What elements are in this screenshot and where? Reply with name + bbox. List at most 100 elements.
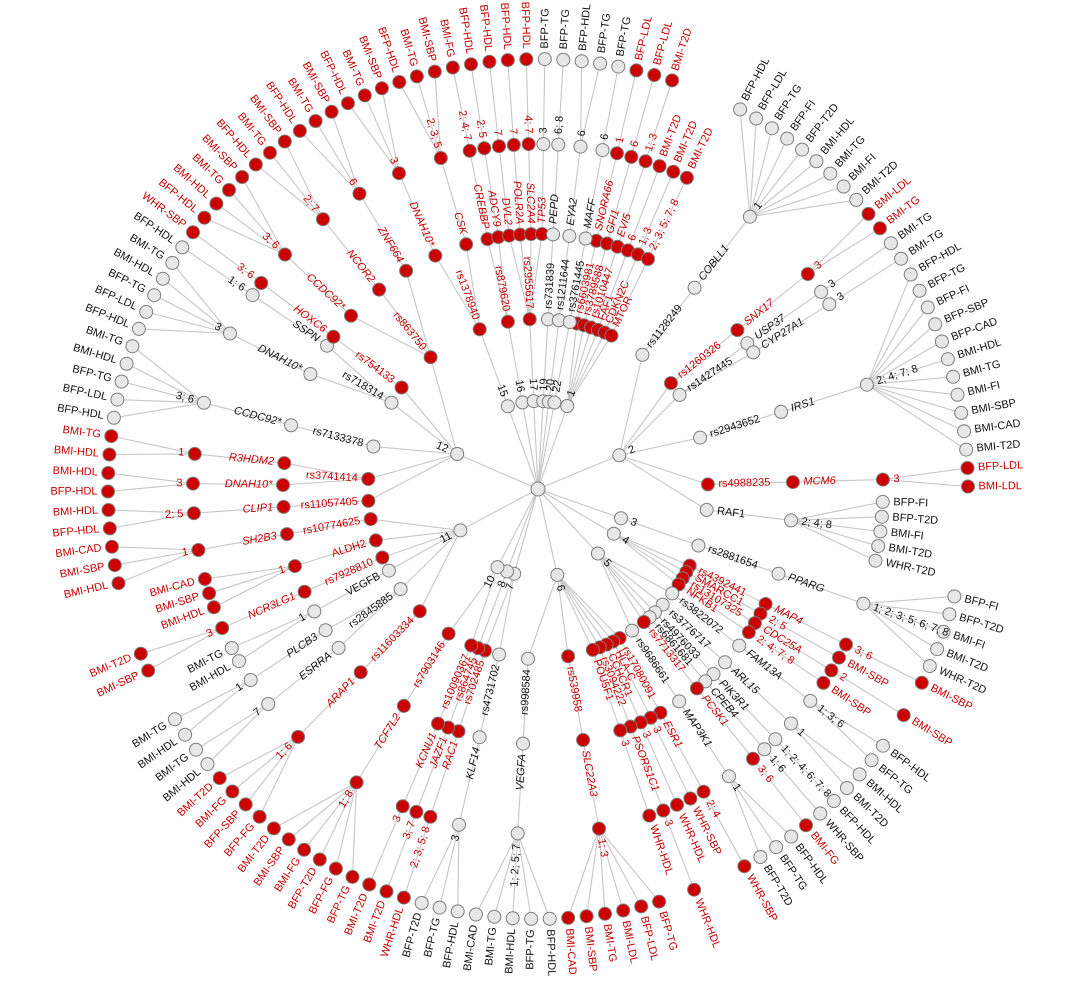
tree-edge — [335, 782, 358, 869]
tree-edge — [568, 146, 582, 236]
leaf-node — [816, 675, 831, 690]
cluster-label: 7 — [504, 582, 517, 591]
tree-node — [732, 638, 747, 653]
leaf-node — [912, 283, 927, 298]
tree-node — [399, 263, 414, 278]
tree-node — [344, 308, 358, 323]
leaf-node — [871, 539, 886, 554]
tree-edge — [108, 472, 194, 485]
tree-edge — [290, 424, 374, 448]
node-label: rs11057405 — [300, 496, 358, 512]
node-label: 4; 7 — [522, 115, 535, 134]
leaf-node — [212, 771, 227, 786]
leaf-node — [868, 553, 883, 568]
node-label: PPARG — [786, 571, 826, 595]
tree-edge — [791, 519, 881, 533]
tree-edge — [368, 806, 404, 885]
tree-edge — [597, 553, 673, 594]
cluster-label: 8 — [495, 579, 508, 589]
tree-edge — [790, 723, 848, 789]
tree-edge — [724, 661, 792, 724]
tree-edge — [670, 329, 738, 384]
node-label: SH2B3 — [241, 530, 278, 548]
tree-edge — [299, 130, 360, 195]
tree-edge — [216, 203, 286, 255]
tree-edge — [529, 233, 543, 320]
tree-edge — [618, 382, 672, 456]
trait-pair-label: BFP-TG — [614, 16, 633, 58]
tree-node — [492, 647, 507, 662]
leaf-node — [155, 271, 170, 286]
node-label: NCR3LG1 — [246, 590, 297, 621]
leaf-node — [936, 624, 951, 639]
tree-edge — [304, 556, 383, 593]
tree-edge — [707, 481, 793, 485]
node-label: rs1128249 — [644, 302, 685, 350]
leaf-node — [308, 114, 323, 128]
node-label: 2; 3; 5; 7; 8 — [647, 197, 682, 252]
tree-edge — [517, 833, 532, 919]
tree-edge — [775, 738, 835, 802]
leaf-node — [784, 829, 799, 844]
tree-edge — [866, 384, 962, 414]
node-label: KLF14 — [464, 746, 483, 780]
tree-edge — [616, 161, 647, 247]
node-label: 3 — [449, 834, 462, 843]
tree-edge — [820, 242, 892, 293]
node-label: 1; 6 — [274, 740, 295, 762]
tree-node — [215, 621, 230, 635]
tree-edge — [630, 74, 655, 158]
tree-node — [245, 288, 260, 303]
tree-node — [592, 821, 606, 836]
tree-edge — [402, 723, 439, 807]
trait-pair-label: BMI-SBP — [59, 561, 106, 581]
trait-pair-label: BFP-HDL — [441, 921, 462, 969]
tree-edge — [107, 483, 194, 493]
trait-pair-label: BFP-HDL — [456, 6, 475, 54]
node-label: COBLL1 — [696, 242, 731, 283]
node-label: SLC2A4 — [524, 182, 537, 223]
tree-node — [822, 297, 837, 312]
tree-node — [696, 784, 711, 799]
tree-edge — [447, 647, 479, 728]
tree-edge — [232, 736, 299, 792]
leaf-node — [141, 663, 156, 678]
tree-edge — [493, 833, 519, 917]
tree-edge — [618, 354, 643, 456]
tree-edge — [706, 509, 792, 521]
tree-edge — [566, 335, 612, 407]
tree-edge — [765, 603, 847, 645]
tree-edge — [537, 401, 544, 490]
leaf-node — [542, 911, 557, 926]
node-label: rs1378940 — [453, 268, 482, 321]
tree-edge — [604, 254, 639, 333]
tree-edge — [882, 467, 968, 481]
tree-node — [254, 276, 269, 290]
trait-pair-label: BFP-T2D — [401, 911, 425, 958]
leaf-node — [225, 784, 240, 799]
leaf-node — [598, 906, 612, 921]
tree-edge — [613, 533, 683, 579]
tree-edge — [749, 138, 788, 217]
trait-pair-label: BFP-TG — [656, 910, 679, 952]
leaf-node — [519, 52, 534, 67]
trait-pair-label: BMI-CAD — [55, 542, 103, 560]
leaf-node — [104, 539, 119, 554]
tree-edge — [537, 401, 550, 490]
tree-edge — [630, 726, 664, 811]
leaf-node — [107, 558, 122, 573]
tree-edge — [162, 278, 231, 334]
node-label: ZNF664 — [375, 224, 406, 265]
tree-edge — [598, 828, 624, 911]
tree-edge — [147, 627, 223, 672]
leaf-node — [574, 54, 589, 69]
node-label: 1 — [234, 681, 246, 694]
trait-pair-label: WHR-HDL — [692, 897, 722, 950]
node-label: rs2881654 — [706, 543, 759, 572]
tree-node — [771, 566, 786, 581]
tree-edge — [513, 144, 521, 235]
tree-edge — [184, 679, 252, 736]
tree-edge — [434, 71, 442, 159]
leaf-node — [165, 255, 180, 270]
trait-pair-label: BMI-SBP — [416, 16, 439, 63]
